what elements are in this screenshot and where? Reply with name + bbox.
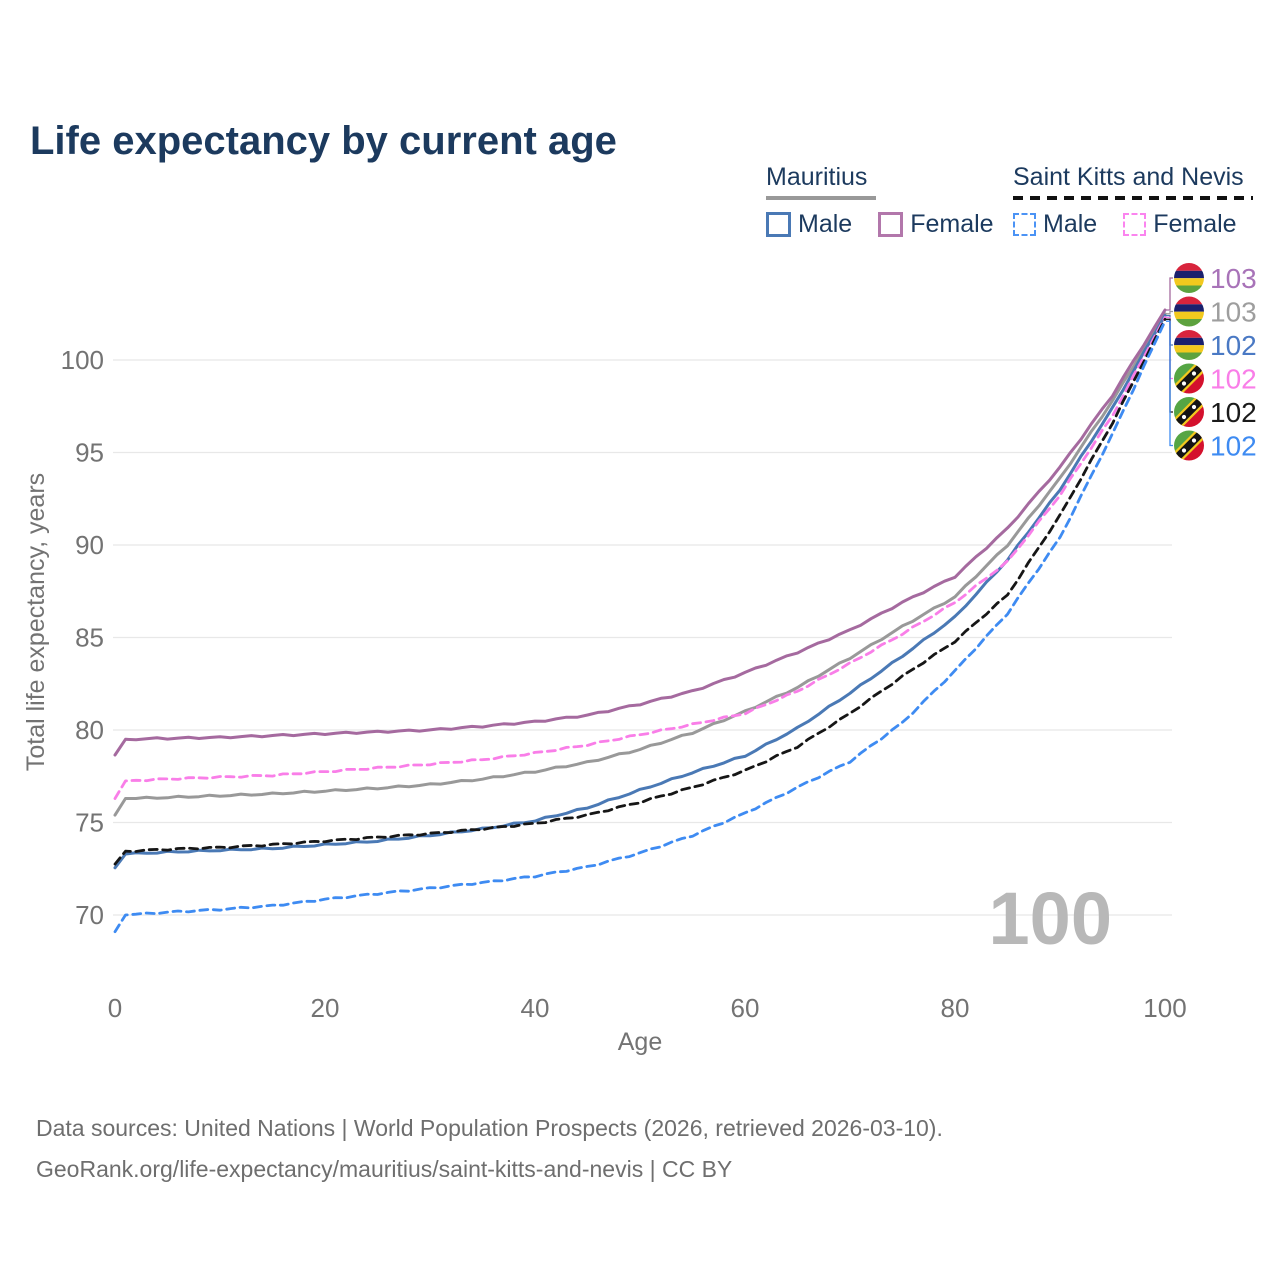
legend-item-label: Female (910, 210, 994, 238)
legend-item-saint-kitts-nevis-female[interactable]: Female (1123, 210, 1237, 239)
y-tick-label: 85 (75, 623, 104, 653)
legend-swatch-saint-kitts-nevis-female (1123, 213, 1147, 236)
end-label-connector-mauritius-all (1166, 310, 1173, 315)
x-tick-label: 20 (311, 993, 340, 1023)
x-tick-label: 40 (521, 993, 550, 1023)
current-age-watermark: 100 (989, 877, 1112, 960)
legend-swatch-mauritius-male (766, 212, 791, 237)
legend-item-mauritius-male[interactable]: Male (766, 210, 852, 239)
legend-underline-mauritius (766, 196, 876, 200)
y-tick-label: 100 (61, 345, 104, 375)
series-line-saint-kitts-nevis-male[interactable] (113, 319, 1167, 934)
legend-underline-saint-kitts-nevis (1013, 196, 1253, 200)
x-tick-label: 0 (108, 993, 122, 1023)
legend-swatch-mauritius-female (878, 212, 904, 237)
end-label-connector-saint-kitts-nevis-male (1166, 320, 1173, 447)
legend-item-saint-kitts-nevis-male[interactable]: Male (1013, 210, 1097, 239)
saint-kitts-nevis-flag-icon (1174, 397, 1204, 427)
y-tick-label: 80 (75, 715, 104, 745)
saint-kitts-nevis-flag-icon (1174, 430, 1204, 461)
series-line-mauritius-female[interactable] (113, 308, 1167, 757)
series-line-saint-kitts-nevis-all[interactable] (113, 317, 1167, 866)
end-value-label-saint-kitts-nevis-male: 102 (1210, 431, 1257, 462)
end-value-label-saint-kitts-nevis-female: 102 (1210, 364, 1257, 395)
legend-header-label: Mauritius (766, 163, 868, 191)
legend-header-saint-kitts-nevis[interactable]: Saint Kitts and Nevis (1013, 163, 1253, 200)
mauritius-flag-icon (1174, 330, 1204, 360)
legend-item-label: Male (798, 210, 853, 238)
saint-kitts-nevis-flag-icon (1174, 363, 1204, 394)
legend-header-label: Saint Kitts and Nevis (1013, 163, 1244, 191)
legend-swatch-saint-kitts-nevis-male (1013, 213, 1036, 236)
series-line-mauritius-all[interactable] (113, 312, 1167, 817)
series-line-mauritius-male[interactable] (113, 314, 1167, 870)
page-title: Life expectancy by current age (30, 118, 617, 163)
legend-group-saint-kitts-nevis: Saint Kitts and Nevis Male Female (1013, 163, 1253, 239)
mauritius-flag-icon (1174, 296, 1204, 327)
x-tick-label: 60 (731, 993, 760, 1023)
legend-group-mauritius: Mauritius Male Female (766, 163, 994, 239)
legend-item-label: Male (1043, 210, 1098, 238)
footer-url: GeoRank.org/life-expectancy/mauritius/sa… (36, 1156, 733, 1182)
legend-item-mauritius-female[interactable]: Female (878, 210, 994, 239)
x-tick-label: 80 (941, 993, 970, 1023)
end-label-connector-mauritius-female (1166, 277, 1173, 311)
y-axis-title: Total life expectancy, years (22, 473, 50, 771)
y-tick-label: 75 (75, 808, 104, 838)
footer-data-sources: Data sources: United Nations | World Pop… (36, 1115, 943, 1141)
x-tick-label: 100 (1143, 993, 1186, 1023)
end-value-label-mauritius-female: 103 (1210, 263, 1257, 294)
legend-item-label: Female (1153, 210, 1237, 238)
y-tick-label: 95 (75, 438, 104, 468)
x-axis-title: Age (618, 1028, 662, 1056)
end-value-label-mauritius-all: 103 (1210, 297, 1257, 328)
chart-footer: Data sources: United Nations | World Pop… (36, 1108, 943, 1190)
y-tick-label: 90 (75, 530, 104, 560)
end-value-label-mauritius-male: 102 (1210, 330, 1257, 361)
legend-header-mauritius[interactable]: Mauritius (766, 163, 994, 200)
end-value-label-saint-kitts-nevis-all: 102 (1210, 397, 1257, 428)
y-tick-label: 70 (75, 900, 104, 930)
mauritius-flag-icon (1174, 263, 1204, 293)
series-line-saint-kitts-nevis-female[interactable] (113, 316, 1167, 800)
